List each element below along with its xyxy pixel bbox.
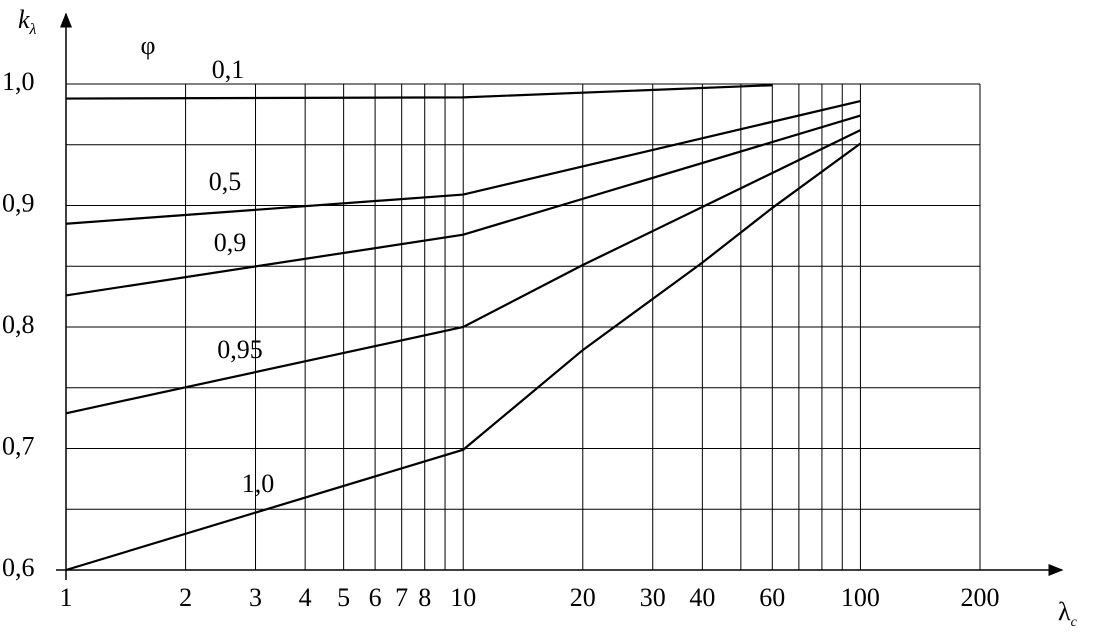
y-tick-label: 0,8 [2, 310, 35, 339]
legend-title: φ [140, 31, 155, 60]
x-tick-label: 100 [841, 583, 880, 612]
x-tick-label: 10 [450, 583, 476, 612]
curve [65, 129, 861, 415]
curve [65, 114, 861, 297]
x-tick-label: 60 [759, 583, 785, 612]
y-axis-label: kλ [18, 5, 37, 38]
y-tick-label: 0,7 [2, 431, 35, 460]
x-tick-label: 40 [689, 583, 715, 612]
x-axis-label: λc [1058, 597, 1078, 630]
x-tick-label: 5 [337, 583, 350, 612]
x-tick-label: 4 [299, 583, 312, 612]
x-tick-label: 1 [60, 583, 73, 612]
x-tick-label: 2 [179, 583, 192, 612]
y-tick-label: 0,6 [2, 553, 35, 582]
y-tick-label: 0,9 [2, 188, 35, 217]
x-tick-label: 3 [249, 583, 262, 612]
curve [65, 84, 773, 100]
series-label: 0,95 [217, 335, 263, 364]
y-tick-label: 1,0 [2, 67, 35, 96]
x-tick-label: 200 [961, 583, 1000, 612]
series-label: 0,9 [214, 228, 247, 257]
series-label: 1,0 [242, 469, 275, 498]
series-label: 0,5 [209, 167, 242, 196]
x-tick-label: 20 [570, 583, 596, 612]
curve [65, 142, 862, 572]
series-label: 0,1 [212, 55, 245, 84]
x-tick-label: 7 [395, 583, 408, 612]
x-tick-label: 8 [418, 583, 431, 612]
x-tick-label: 30 [640, 583, 666, 612]
curve [65, 99, 861, 225]
x-tick-label: 6 [369, 583, 382, 612]
